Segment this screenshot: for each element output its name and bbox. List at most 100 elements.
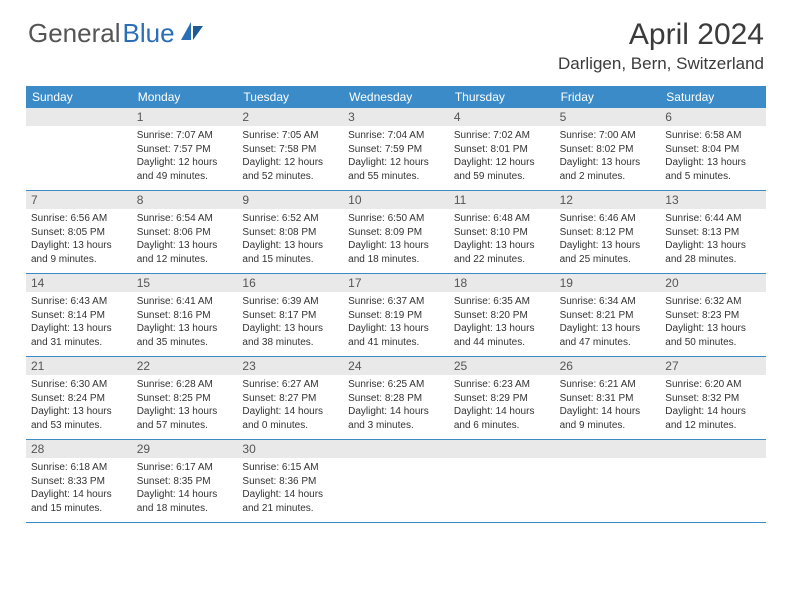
day-details: Sunrise: 6:21 AMSunset: 8:31 PMDaylight:… xyxy=(555,375,661,437)
daylight-text: Daylight: 13 hours and 38 minutes. xyxy=(242,322,338,349)
week-row: 1Sunrise: 7:07 AMSunset: 7:57 PMDaylight… xyxy=(26,108,766,191)
day-number: 9 xyxy=(237,191,343,209)
day-cell: 28Sunrise: 6:18 AMSunset: 8:33 PMDayligh… xyxy=(26,440,132,522)
sunset-text: Sunset: 8:29 PM xyxy=(454,392,550,406)
sunset-text: Sunset: 8:27 PM xyxy=(242,392,338,406)
sunrise-text: Sunrise: 6:20 AM xyxy=(665,378,761,392)
day-number: 1 xyxy=(132,108,238,126)
day-number: 27 xyxy=(660,357,766,375)
daylight-text: Daylight: 14 hours and 12 minutes. xyxy=(665,405,761,432)
daylight-text: Daylight: 13 hours and 5 minutes. xyxy=(665,156,761,183)
day-number: 4 xyxy=(449,108,555,126)
day-cell xyxy=(555,440,661,522)
day-cell: 9Sunrise: 6:52 AMSunset: 8:08 PMDaylight… xyxy=(237,191,343,273)
day-number xyxy=(343,440,449,458)
sunset-text: Sunset: 7:59 PM xyxy=(348,143,444,157)
daylight-text: Daylight: 14 hours and 6 minutes. xyxy=(454,405,550,432)
sunset-text: Sunset: 8:19 PM xyxy=(348,309,444,323)
sunset-text: Sunset: 8:36 PM xyxy=(242,475,338,489)
daylight-text: Daylight: 13 hours and 35 minutes. xyxy=(137,322,233,349)
sunrise-text: Sunrise: 6:44 AM xyxy=(665,212,761,226)
daylight-text: Daylight: 13 hours and 2 minutes. xyxy=(560,156,656,183)
sunrise-text: Sunrise: 6:28 AM xyxy=(137,378,233,392)
daylight-text: Daylight: 12 hours and 52 minutes. xyxy=(242,156,338,183)
day-details: Sunrise: 6:46 AMSunset: 8:12 PMDaylight:… xyxy=(555,209,661,271)
daylight-text: Daylight: 13 hours and 31 minutes. xyxy=(31,322,127,349)
day-cell xyxy=(26,108,132,190)
day-number: 26 xyxy=(555,357,661,375)
sunset-text: Sunset: 8:32 PM xyxy=(665,392,761,406)
sunset-text: Sunset: 8:04 PM xyxy=(665,143,761,157)
day-details: Sunrise: 6:18 AMSunset: 8:33 PMDaylight:… xyxy=(26,458,132,520)
weekday-header: Sunday xyxy=(26,86,132,108)
day-number: 30 xyxy=(237,440,343,458)
day-details: Sunrise: 6:44 AMSunset: 8:13 PMDaylight:… xyxy=(660,209,766,271)
day-details: Sunrise: 6:32 AMSunset: 8:23 PMDaylight:… xyxy=(660,292,766,354)
sunset-text: Sunset: 8:10 PM xyxy=(454,226,550,240)
day-details: Sunrise: 6:39 AMSunset: 8:17 PMDaylight:… xyxy=(237,292,343,354)
logo-text-general: General xyxy=(28,18,121,49)
day-cell: 17Sunrise: 6:37 AMSunset: 8:19 PMDayligh… xyxy=(343,274,449,356)
sunset-text: Sunset: 8:14 PM xyxy=(31,309,127,323)
sunset-text: Sunset: 8:09 PM xyxy=(348,226,444,240)
day-cell: 10Sunrise: 6:50 AMSunset: 8:09 PMDayligh… xyxy=(343,191,449,273)
day-cell: 20Sunrise: 6:32 AMSunset: 8:23 PMDayligh… xyxy=(660,274,766,356)
day-details: Sunrise: 7:04 AMSunset: 7:59 PMDaylight:… xyxy=(343,126,449,188)
weekday-header: Tuesday xyxy=(237,86,343,108)
day-details: Sunrise: 6:28 AMSunset: 8:25 PMDaylight:… xyxy=(132,375,238,437)
day-details: Sunrise: 6:58 AMSunset: 8:04 PMDaylight:… xyxy=(660,126,766,188)
sunrise-text: Sunrise: 6:50 AM xyxy=(348,212,444,226)
day-details: Sunrise: 7:02 AMSunset: 8:01 PMDaylight:… xyxy=(449,126,555,188)
sunrise-text: Sunrise: 6:30 AM xyxy=(31,378,127,392)
sunrise-text: Sunrise: 6:18 AM xyxy=(31,461,127,475)
day-number: 3 xyxy=(343,108,449,126)
day-details: Sunrise: 6:35 AMSunset: 8:20 PMDaylight:… xyxy=(449,292,555,354)
sunset-text: Sunset: 8:06 PM xyxy=(137,226,233,240)
calendar: Sunday Monday Tuesday Wednesday Thursday… xyxy=(26,86,766,523)
day-details: Sunrise: 6:30 AMSunset: 8:24 PMDaylight:… xyxy=(26,375,132,437)
sunrise-text: Sunrise: 7:00 AM xyxy=(560,129,656,143)
day-number: 18 xyxy=(449,274,555,292)
day-cell: 8Sunrise: 6:54 AMSunset: 8:06 PMDaylight… xyxy=(132,191,238,273)
daylight-text: Daylight: 14 hours and 3 minutes. xyxy=(348,405,444,432)
sunrise-text: Sunrise: 6:52 AM xyxy=(242,212,338,226)
daylight-text: Daylight: 13 hours and 12 minutes. xyxy=(137,239,233,266)
weekday-header: Thursday xyxy=(449,86,555,108)
day-number: 5 xyxy=(555,108,661,126)
sunset-text: Sunset: 8:25 PM xyxy=(137,392,233,406)
day-number: 23 xyxy=(237,357,343,375)
day-number: 24 xyxy=(343,357,449,375)
day-number xyxy=(26,108,132,126)
day-cell: 21Sunrise: 6:30 AMSunset: 8:24 PMDayligh… xyxy=(26,357,132,439)
month-title: April 2024 xyxy=(558,18,764,52)
day-cell: 14Sunrise: 6:43 AMSunset: 8:14 PMDayligh… xyxy=(26,274,132,356)
daylight-text: Daylight: 13 hours and 44 minutes. xyxy=(454,322,550,349)
daylight-text: Daylight: 13 hours and 57 minutes. xyxy=(137,405,233,432)
week-row: 21Sunrise: 6:30 AMSunset: 8:24 PMDayligh… xyxy=(26,357,766,440)
day-number: 29 xyxy=(132,440,238,458)
day-details: Sunrise: 6:23 AMSunset: 8:29 PMDaylight:… xyxy=(449,375,555,437)
daylight-text: Daylight: 14 hours and 0 minutes. xyxy=(242,405,338,432)
day-details: Sunrise: 7:07 AMSunset: 7:57 PMDaylight:… xyxy=(132,126,238,188)
day-details: Sunrise: 6:56 AMSunset: 8:05 PMDaylight:… xyxy=(26,209,132,271)
day-details: Sunrise: 6:15 AMSunset: 8:36 PMDaylight:… xyxy=(237,458,343,520)
day-cell: 3Sunrise: 7:04 AMSunset: 7:59 PMDaylight… xyxy=(343,108,449,190)
weekday-header: Wednesday xyxy=(343,86,449,108)
day-number: 20 xyxy=(660,274,766,292)
sunset-text: Sunset: 8:17 PM xyxy=(242,309,338,323)
day-number: 13 xyxy=(660,191,766,209)
day-cell: 24Sunrise: 6:25 AMSunset: 8:28 PMDayligh… xyxy=(343,357,449,439)
day-cell: 12Sunrise: 6:46 AMSunset: 8:12 PMDayligh… xyxy=(555,191,661,273)
day-number xyxy=(555,440,661,458)
day-details: Sunrise: 6:50 AMSunset: 8:09 PMDaylight:… xyxy=(343,209,449,271)
daylight-text: Daylight: 13 hours and 50 minutes. xyxy=(665,322,761,349)
sunset-text: Sunset: 8:05 PM xyxy=(31,226,127,240)
day-number: 12 xyxy=(555,191,661,209)
day-cell: 5Sunrise: 7:00 AMSunset: 8:02 PMDaylight… xyxy=(555,108,661,190)
sunset-text: Sunset: 8:21 PM xyxy=(560,309,656,323)
daylight-text: Daylight: 14 hours and 15 minutes. xyxy=(31,488,127,515)
sunrise-text: Sunrise: 6:35 AM xyxy=(454,295,550,309)
day-details: Sunrise: 6:54 AMSunset: 8:06 PMDaylight:… xyxy=(132,209,238,271)
daylight-text: Daylight: 13 hours and 15 minutes. xyxy=(242,239,338,266)
weekday-header: Monday xyxy=(132,86,238,108)
